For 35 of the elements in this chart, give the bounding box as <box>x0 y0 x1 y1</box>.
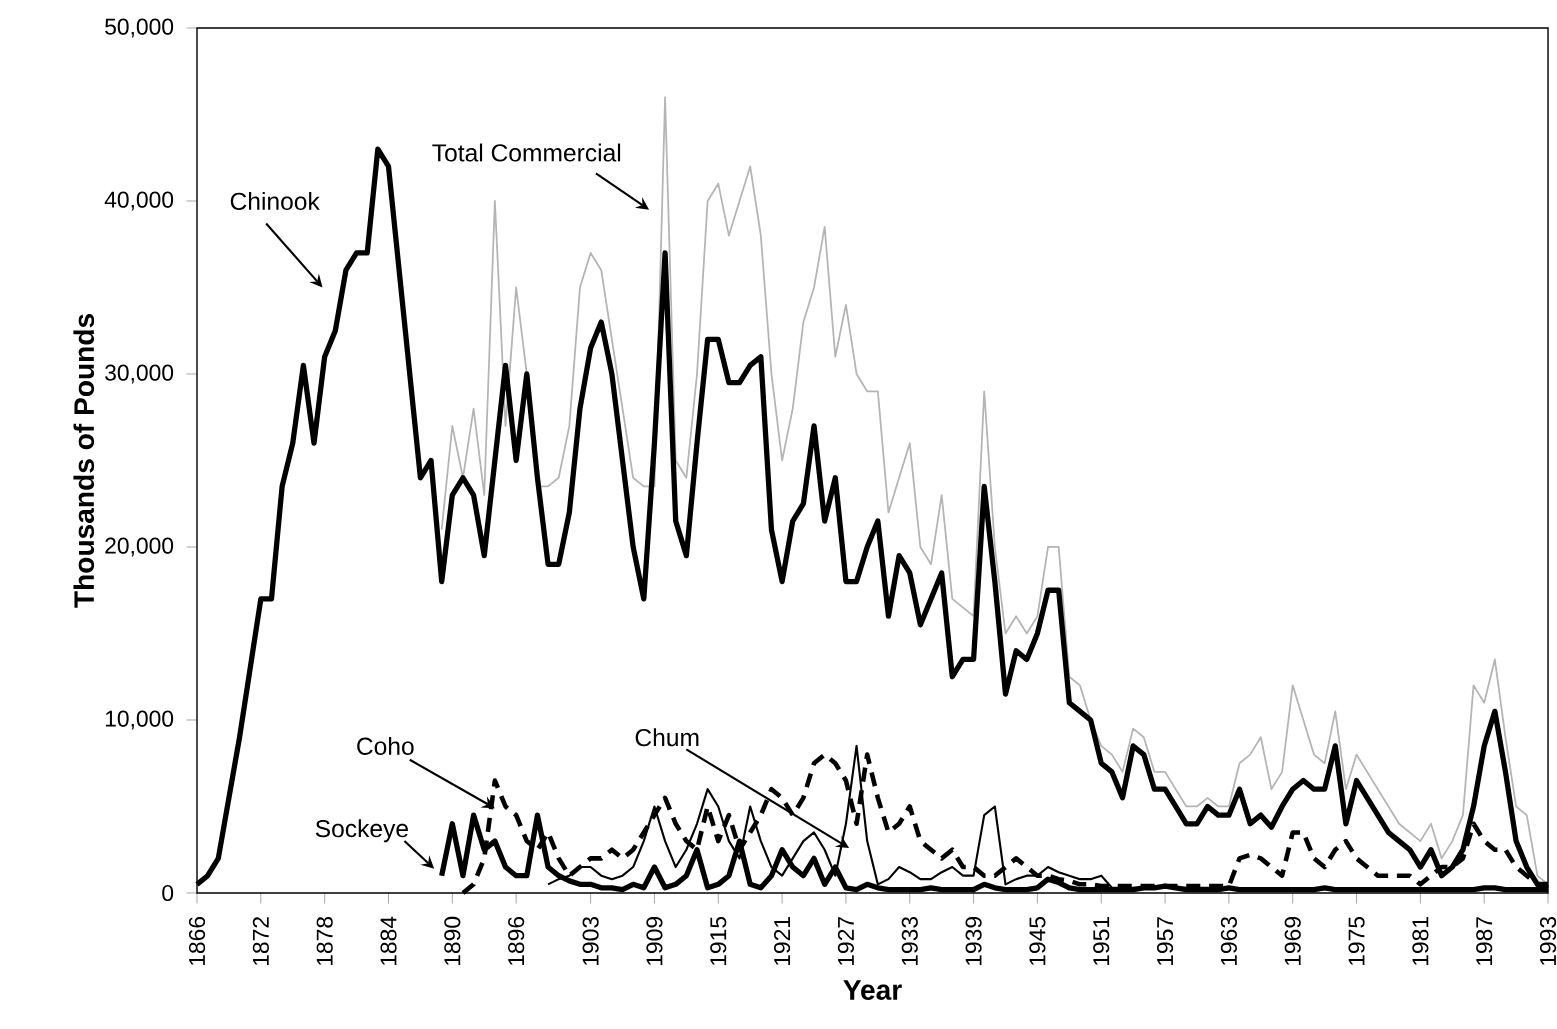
x-tick-label: 1951 <box>1093 917 1110 965</box>
series-label: Sockeye <box>315 819 408 843</box>
y-tick-label: 0 <box>162 884 174 902</box>
y-axis-title: Thousands of Pounds <box>73 314 95 608</box>
y-tick-label: 10,000 <box>105 710 174 730</box>
x-tick-label: 1915 <box>710 916 727 965</box>
x-tick-label: 1903 <box>582 916 599 965</box>
y-tick-label: 30,000 <box>105 364 174 384</box>
x-tick-label: 1878 <box>316 916 333 965</box>
x-tick-label: 1890 <box>444 916 461 965</box>
x-tick-label: 1993 <box>1539 916 1557 965</box>
y-tick-label: 40,000 <box>104 191 174 211</box>
x-tick-label: 1909 <box>646 917 663 965</box>
text: Coho <box>357 736 414 755</box>
x-tick-label: 1939 <box>965 917 982 965</box>
y-tick-label: 20,000 <box>105 537 174 557</box>
x-axis-title: Year <box>843 980 902 1000</box>
x-tick-label: 1981 <box>1412 917 1429 965</box>
series-label: Chum <box>635 728 699 747</box>
x-tick-label: 1969 <box>1284 917 1301 965</box>
series-label: Total Commercial <box>432 143 621 162</box>
x-tick-label: 1896 <box>508 916 525 965</box>
x-tick-label: 1933 <box>901 916 918 965</box>
x-tick-label: 1945 <box>1029 916 1046 965</box>
x-tick-label: 1872 <box>252 917 269 965</box>
x-tick-label: 1975 <box>1348 916 1365 965</box>
y-tick-label: 50,000 <box>105 18 174 38</box>
x-tick-label: 1927 <box>837 917 855 965</box>
x-tick-label: 1921 <box>774 917 791 965</box>
x-tick-label: 1866 <box>188 916 206 965</box>
x-tick-label: 1963 <box>1220 916 1237 965</box>
x-tick-label: 1987 <box>1476 917 1493 965</box>
x-tick-label: 1884 <box>380 916 397 965</box>
x-tick-label: 1957 <box>1157 917 1174 965</box>
text: Chinook <box>230 191 320 211</box>
